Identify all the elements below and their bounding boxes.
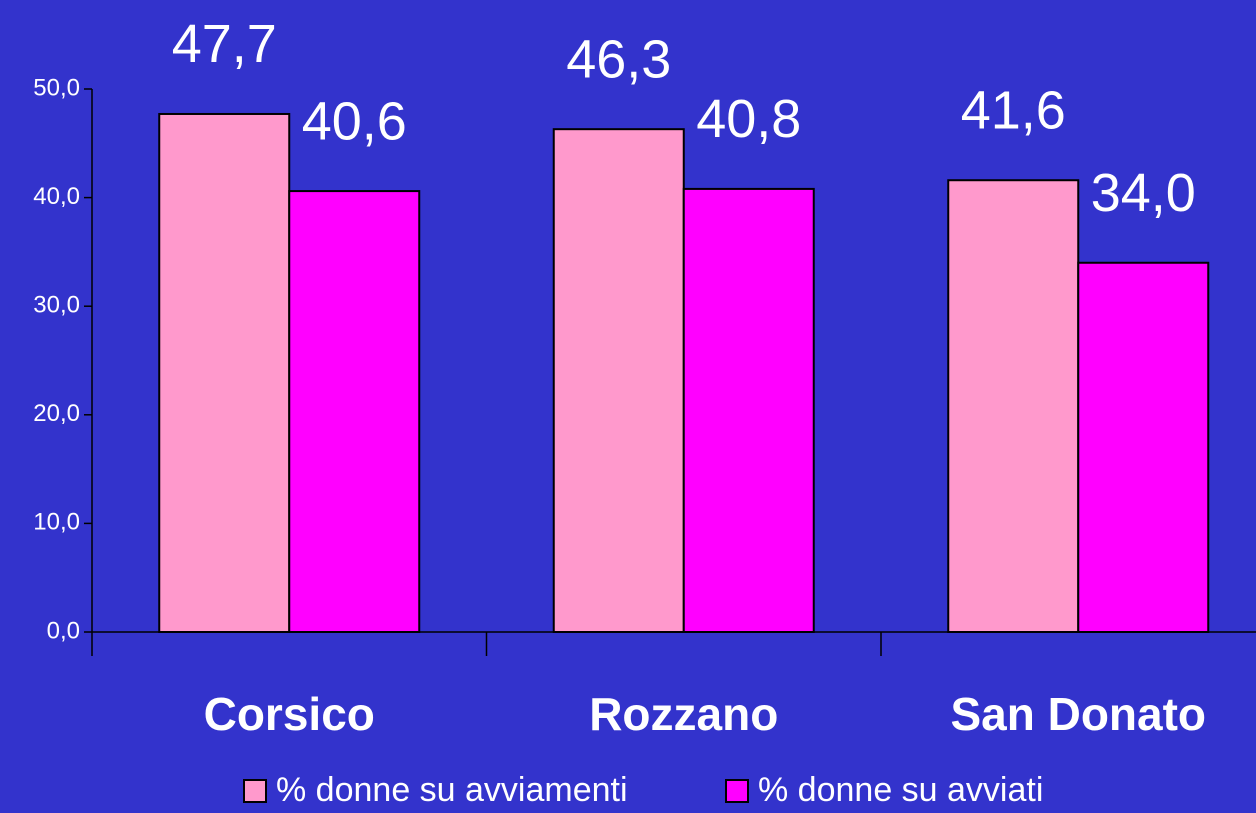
legend-swatch: [725, 779, 749, 803]
x-tick-label: Rozzano: [589, 688, 778, 740]
value-label: 40,6: [302, 91, 407, 151]
x-tick-label: Corsico: [204, 688, 375, 740]
value-label: 47,7: [172, 14, 277, 74]
legend-label: % donne su avviamenti: [276, 771, 628, 809]
bar: [552, 128, 685, 633]
x-tick-label: San Donato: [950, 688, 1206, 740]
value-label: 41,6: [961, 80, 1066, 140]
bar: [1077, 261, 1210, 633]
y-tick-label: 40,0: [33, 183, 80, 210]
legend-label: % donne su avviati: [758, 771, 1043, 809]
legend-swatch: [243, 779, 267, 803]
y-tick-label: 30,0: [33, 292, 80, 319]
value-label: 46,3: [566, 29, 671, 89]
bar: [288, 190, 421, 633]
y-tick-label: 20,0: [33, 400, 80, 427]
y-tick-label: 10,0: [33, 509, 80, 536]
value-label: 40,8: [696, 89, 801, 149]
y-tick-label: 0,0: [47, 617, 80, 644]
y-tick-label: 50,0: [33, 74, 80, 101]
bar: [947, 179, 1080, 633]
bar: [682, 187, 815, 634]
bar: [158, 112, 291, 633]
value-label: 34,0: [1091, 163, 1196, 223]
